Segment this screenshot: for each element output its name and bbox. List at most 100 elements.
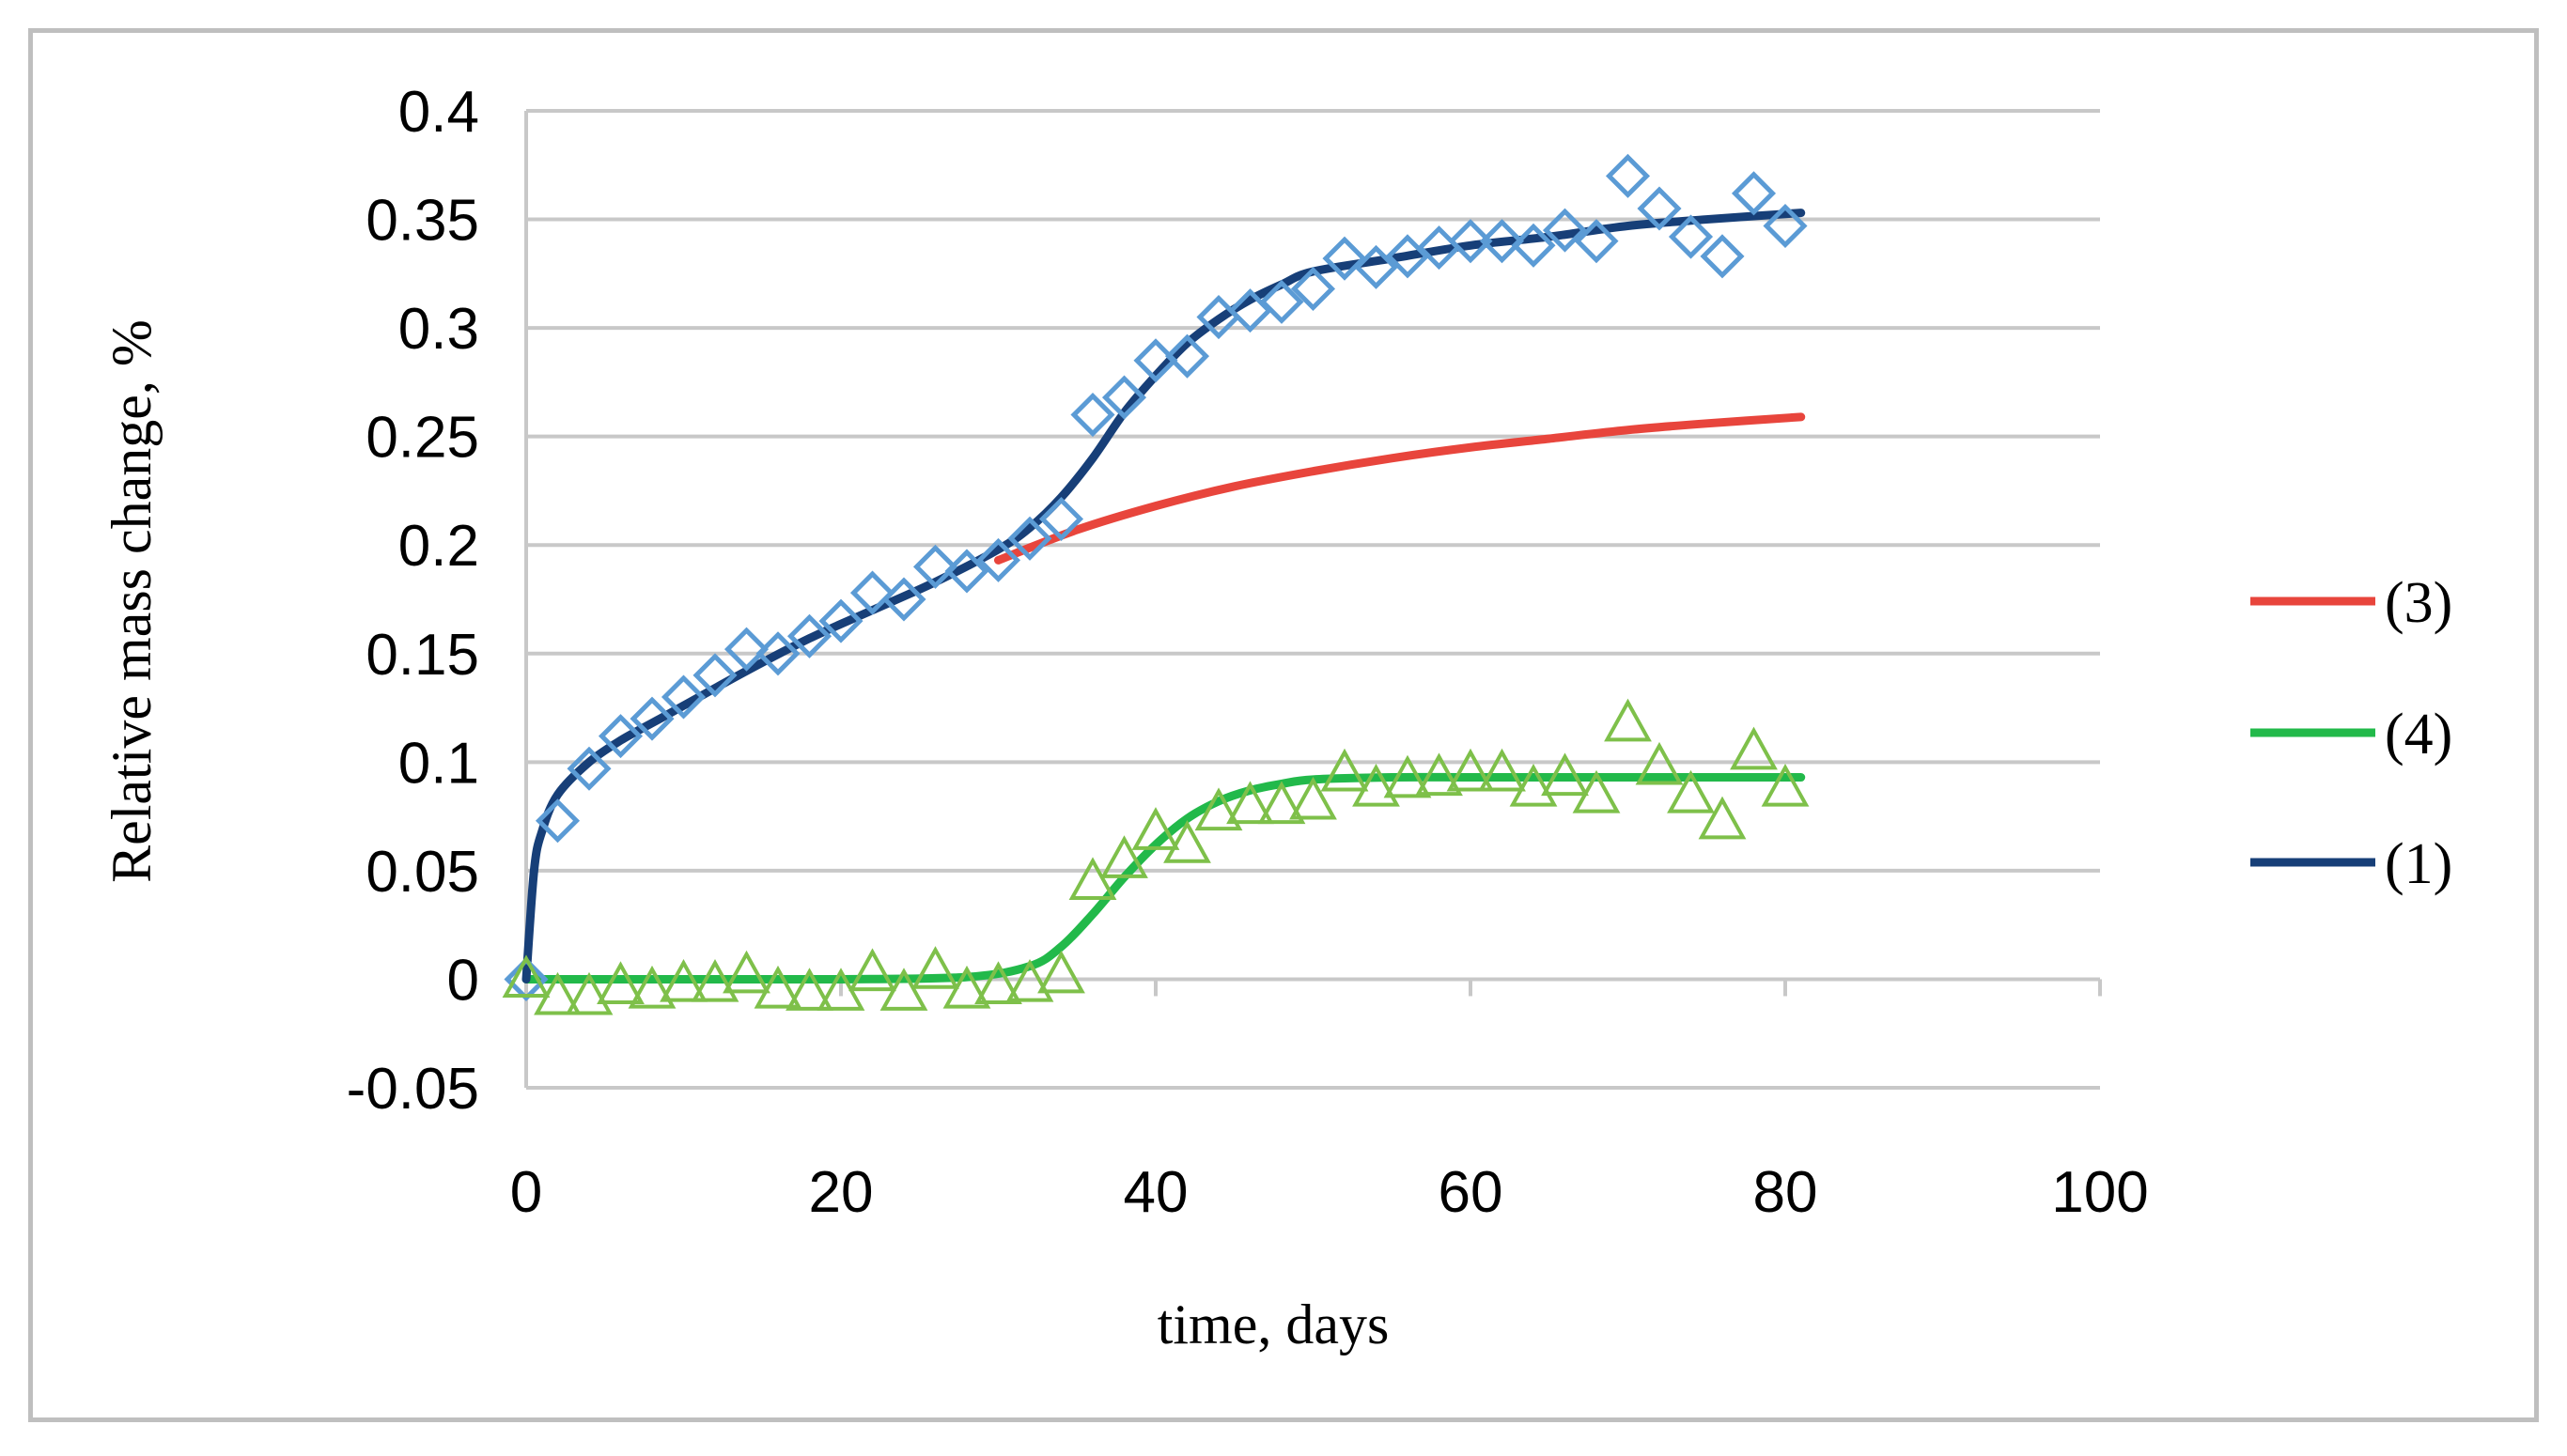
marker-triangle-series-4 [1635,741,1684,785]
marker-diamond-series-1 [1763,203,1808,249]
marker-triangle-series-4 [691,958,739,1002]
legend-label: (4) [2385,703,2452,767]
marker-triangle-series-4 [502,954,551,999]
marker-triangle-series-4 [942,965,991,1009]
marker-triangle-series-4 [1541,752,1589,797]
marker-diamond-series-1 [1605,153,1651,198]
marker-diamond-series-1 [1542,208,1588,253]
marker-triangle-series-4 [1037,950,1085,994]
marker-diamond-series-1 [849,570,895,615]
y-tick-label: 0.1 [398,731,479,796]
marker-triangle-series-4 [534,971,582,1015]
marker-diamond-series-1 [1101,375,1147,420]
marker-triangle-series-4 [1194,787,1243,831]
marker-triangle-series-4 [1320,748,1369,792]
marker-diamond-series-1 [1038,496,1084,542]
marker-diamond-series-1 [1448,219,1493,264]
legend: (3) (4) (1) [2250,571,2452,896]
legend-label: (3) [2385,571,2452,635]
marker-triangle-series-4 [1730,726,1778,770]
marker-triangle-series-4 [1446,748,1495,792]
marker-triangle-series-4 [1415,752,1463,797]
marker-triangle-series-4 [1604,698,1652,742]
y-tick-labels: -0.05 0 0.05 0.1 0.15 0.2 0.25 0.3 0.35 0.4 [347,80,479,1122]
y-axis-title: Relative mass change, % [101,319,163,883]
marker-diamond-series-1 [1353,244,1399,289]
x-tick-label: 80 [1753,1160,1818,1225]
marker-diamond-series-1 [504,956,549,1001]
marker-diamond-series-1 [661,674,707,720]
y-tick-label: 0.4 [398,80,479,145]
marker-diamond-series-1 [944,549,989,594]
x-tick-label: 60 [1439,1160,1503,1225]
chart-frame [28,28,2539,1422]
marker-diamond-series-1 [1007,516,1052,561]
marker-triangle-series-4 [1100,835,1148,878]
marker-triangle-series-4 [1383,754,1432,798]
marker-diamond-series-1 [535,798,581,844]
marker-diamond-series-1 [598,714,644,759]
marker-triangle-series-4 [1005,958,1054,1002]
marker-triangle-series-4 [1257,781,1306,825]
marker-diamond-series-1 [881,577,926,622]
marker-triangle-series-4 [754,965,802,1009]
marker-diamond-series-1 [1574,219,1619,264]
marker-diamond-series-1 [692,653,738,698]
marker-diamond-series-1 [1322,236,1367,281]
marker-triangle-series-4 [1163,820,1211,863]
legend-label: (1) [2385,832,2452,896]
data-markers [502,153,1810,1015]
gridlines [526,109,2100,1090]
marker-triangle-series-4 [911,946,959,989]
marker-triangle-series-4 [1509,763,1558,807]
marker-triangle-series-4 [1068,857,1117,901]
marker-diamond-series-1 [1259,279,1304,324]
marker-triangle-series-4 [723,950,770,994]
marker-diamond-series-1 [1290,266,1336,312]
x-tick-label: 100 [2051,1160,2148,1225]
marker-triangle-series-4 [597,961,645,1004]
series-line-0 [994,412,1806,565]
marker-diamond-series-1 [912,544,958,589]
x-axis-title: time, days [1158,1293,1390,1355]
marker-diamond-series-1 [723,627,770,672]
marker-triangle-series-4 [1667,769,1715,813]
y-tick-label: 0.25 [366,406,479,471]
marker-triangle-series-4 [565,971,614,1015]
series-line-1 [521,772,1806,984]
marker-diamond-series-1 [630,696,675,741]
marker-diamond-series-1 [567,746,612,791]
marker-diamond-series-1 [1668,214,1714,259]
marker-diamond-series-1 [1637,186,1682,231]
y-tick-label: 0.35 [366,189,479,254]
y-tick-label: 0 [447,948,479,1013]
x-tick-label: 20 [809,1160,874,1225]
marker-triangle-series-4 [1226,781,1274,825]
x-tick-labels: 0 20 40 60 80 100 [510,1160,2149,1225]
marker-triangle-series-4 [879,968,928,1011]
marker-diamond-series-1 [818,598,863,643]
marker-diamond-series-1 [1731,171,1777,216]
marker-diamond-series-1 [1070,393,1115,438]
marker-triangle-series-4 [1478,748,1526,792]
marker-diamond-series-1 [755,631,801,676]
marker-triangle-series-4 [1572,769,1621,813]
y-tick-label: -0.05 [347,1057,479,1122]
marker-triangle-series-4 [628,965,677,1009]
marker-diamond-series-1 [1479,219,1525,264]
marker-diamond-series-1 [975,537,1021,582]
marker-triangle-series-4 [1698,796,1747,840]
marker-triangle-series-4 [1761,763,1810,807]
marker-triangle-series-4 [974,961,1022,1004]
marker-triangle-series-4 [1289,776,1337,820]
marker-diamond-series-1 [786,613,832,658]
marker-triangle-series-4 [848,948,896,992]
marker-diamond-series-1 [1511,223,1556,268]
y-tick-label: 0.05 [366,840,479,905]
marker-triangle-series-4 [1352,763,1400,807]
y-tick-label: 0.2 [398,514,479,579]
axes [524,111,2102,1088]
marker-diamond-series-1 [1700,234,1745,279]
marker-diamond-series-1 [1164,333,1210,379]
